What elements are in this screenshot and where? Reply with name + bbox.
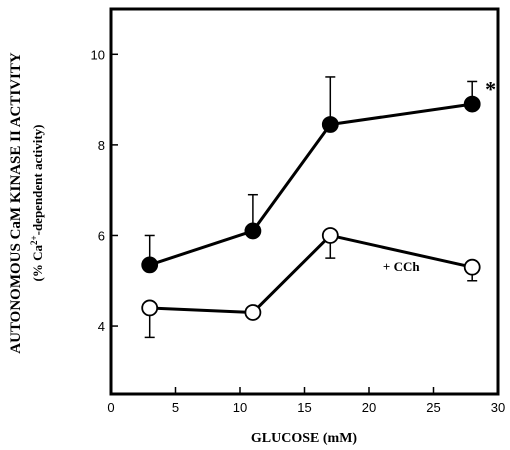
- x-tick-label: 0: [107, 400, 114, 415]
- x-tick-label: 20: [362, 400, 376, 415]
- series-layer: [141, 76, 481, 339]
- open-data-point: [321, 227, 339, 244]
- series-annotation: + CCh: [383, 259, 420, 274]
- x-tick-label: 30: [491, 400, 505, 415]
- y-axis-ticks: 4 6 8 10: [91, 47, 118, 334]
- y-axis-subtitle: (% Ca2+-dependent activity): [29, 125, 45, 282]
- y-tick-label: 6: [98, 228, 105, 243]
- x-tick-label: 15: [297, 400, 311, 415]
- filled-data-point: [463, 95, 481, 113]
- open-data-point: [141, 299, 159, 317]
- open-data-point: [244, 304, 262, 321]
- plot-frame: [109, 7, 500, 396]
- y-axis-title: AUTONOMOUS CaM KINASE II ACTIVITY: [8, 52, 24, 354]
- x-tick-label: 5: [172, 400, 179, 415]
- open-data-point: [463, 258, 481, 276]
- y-tick-label: 8: [98, 138, 105, 153]
- significance-asterisk: *: [485, 77, 496, 102]
- series-2: [141, 227, 481, 339]
- y-axis-subtitle-prefix: (% Ca: [30, 245, 45, 282]
- series-line: [149, 233, 473, 314]
- filled-data-point: [141, 256, 159, 274]
- filled-data-point: [321, 116, 339, 133]
- annotation-layer: + CCh *: [383, 77, 496, 275]
- series-line: [149, 102, 473, 267]
- y-tick-label: 4: [98, 319, 105, 334]
- filled-data-point: [244, 222, 262, 240]
- series-1: [141, 76, 481, 274]
- x-axis-title: GLUCOSE (mM): [251, 431, 358, 446]
- x-tick-label: 25: [426, 400, 440, 415]
- x-axis-ticks: 0 5 10 15 20 25 30: [107, 387, 505, 415]
- y-axis-subtitle-superscript: 2+: [29, 235, 39, 245]
- y-axis-subtitle-suffix: -dependent activity): [30, 125, 45, 236]
- x-tick-label: 10: [233, 400, 247, 415]
- y-tick-label: 10: [91, 47, 105, 62]
